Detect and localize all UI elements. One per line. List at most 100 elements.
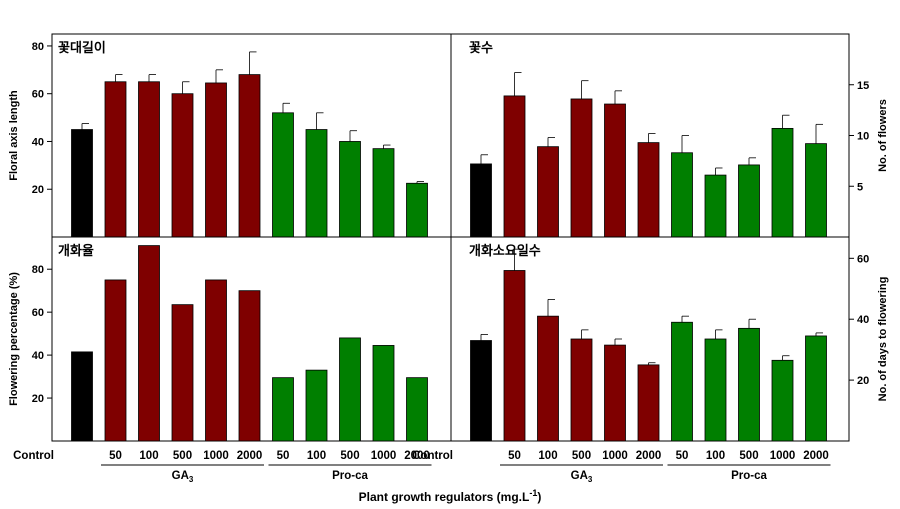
bar-proca-500 <box>339 141 361 238</box>
bar-proca-100 <box>704 174 727 238</box>
bar-proca-50 <box>272 112 294 238</box>
group-label: GA3 <box>571 470 593 484</box>
x-tick-label: 2000 <box>636 450 662 462</box>
x-tick-label: 1000 <box>602 450 628 462</box>
x-axis-title: Plant growth regulators (mg.L-1) <box>359 488 542 504</box>
y-tick-label: 10 <box>857 131 869 143</box>
y-tick-label: 15 <box>857 80 869 92</box>
y-tick-label: 40 <box>857 314 869 326</box>
x-axis-left: Control 50 100 500 1000 2000 50 100 500 1000 2000 G… <box>13 450 432 484</box>
bar-ga3-50 <box>503 270 526 442</box>
bar-ga3-100 <box>138 81 160 238</box>
bar-ga3-1000 <box>205 82 227 238</box>
bar-proca-500 <box>738 327 760 442</box>
x-axis-right: Control 50 100 500 1000 2000 50 100 500 1000 2000 G… <box>412 450 831 484</box>
y-tick-label: 40 <box>32 136 44 148</box>
x-tick-label: Control <box>13 450 54 462</box>
x-axis: Control 50 100 500 1000 2000 50 100 500 1000 2000 G… <box>13 450 831 504</box>
panel-title: 개화율 <box>58 243 94 258</box>
bar-proca-1000 <box>372 148 395 238</box>
bar-control-Control <box>470 163 492 238</box>
bar-ga3-100 <box>138 245 160 442</box>
x-tick-label: 1000 <box>371 450 397 462</box>
y-axis-label: No. of days to flowering <box>877 277 889 402</box>
bar-ga3-1000 <box>604 344 626 442</box>
bar-proca-2000 <box>805 335 827 442</box>
bar-ga3-50 <box>104 81 127 238</box>
x-tick-label: 50 <box>277 450 290 462</box>
bar-ga3-100 <box>537 315 559 442</box>
bar-control-Control <box>71 351 93 442</box>
bar-ga3-1000 <box>604 103 626 238</box>
y-axis-label: Floral axis length <box>8 90 20 181</box>
x-tick-label: 100 <box>538 450 557 462</box>
bar-proca-50 <box>671 321 693 442</box>
bar-ga3-500 <box>171 304 194 442</box>
bar-proca-1000 <box>771 127 794 238</box>
bar-proca-100 <box>305 129 328 238</box>
bar-ga3-500 <box>171 93 194 238</box>
x-tick-label: 2000 <box>404 450 430 462</box>
bar-ga3-1000 <box>205 279 227 442</box>
bar-ga3-50 <box>503 95 526 238</box>
y-tick-label: 80 <box>32 41 44 53</box>
bar-proca-2000 <box>805 143 827 238</box>
x-tick-label: 2000 <box>803 450 829 462</box>
bar-proca-50 <box>272 377 294 442</box>
plot-area: 꽃대길이 20 40 60 80 Floral axis length 꽃수 5 10 15 No.… <box>8 33 889 442</box>
bar-proca-1000 <box>372 345 395 442</box>
x-tick-label: 500 <box>739 450 758 462</box>
group-label: GA3 <box>172 470 194 484</box>
bar-proca-2000 <box>406 377 428 442</box>
x-tick-label: 50 <box>676 450 689 462</box>
y-tick-label: 5 <box>857 181 863 193</box>
bar-control-Control <box>470 340 492 442</box>
x-tick-label: 2000 <box>237 450 263 462</box>
y-tick-label: 40 <box>32 350 44 362</box>
x-tick-label: 100 <box>706 450 725 462</box>
bar-proca-100 <box>704 338 727 442</box>
bar-ga3-50 <box>104 279 127 442</box>
panel-title: 꽃대길이 <box>58 40 106 55</box>
y-tick-label: 60 <box>857 253 869 265</box>
group-label: Pro-ca <box>332 470 368 482</box>
x-tick-label: Control <box>412 450 453 462</box>
bar-ga3-2000 <box>238 74 261 238</box>
panel-3: 개화율 20 40 60 80 Flowering percentage (%) <box>8 236 452 442</box>
bar-ga3-2000 <box>238 290 261 442</box>
y-tick-label: 20 <box>857 375 869 387</box>
x-tick-label: 1000 <box>770 450 796 462</box>
panel-1: 꽃대길이 20 40 60 80 Floral axis length <box>8 33 452 238</box>
y-tick-label: 80 <box>32 264 44 276</box>
x-tick-label: 500 <box>340 450 359 462</box>
bar-control-Control <box>71 129 93 238</box>
x-tick-label: 1000 <box>203 450 229 462</box>
y-tick-label: 60 <box>32 307 44 319</box>
bar-proca-500 <box>738 164 760 238</box>
panel-title: 개화소요일수 <box>469 243 541 258</box>
x-tick-label: 100 <box>139 450 158 462</box>
bar-ga3-500 <box>570 338 593 442</box>
y-tick-label: 20 <box>32 184 44 196</box>
x-tick-label: 500 <box>173 450 192 462</box>
x-tick-label: 500 <box>572 450 591 462</box>
group-label: Pro-ca <box>731 470 767 482</box>
bar-ga3-100 <box>537 146 559 238</box>
bar-proca-1000 <box>771 359 794 442</box>
panel-4: 개화소요일수 20 40 60 No. of days to flowering <box>450 236 889 442</box>
y-tick-label: 20 <box>32 393 44 405</box>
bar-ga3-2000 <box>637 142 660 238</box>
panel-title: 꽃수 <box>469 40 493 55</box>
panel-2: 꽃수 5 10 15 No. of flowers <box>450 33 889 238</box>
y-tick-label: 60 <box>32 89 44 101</box>
x-tick-label: 50 <box>109 450 122 462</box>
y-axis-label: No. of flowers <box>877 99 889 172</box>
bar-proca-2000 <box>406 182 428 238</box>
x-tick-label: 50 <box>508 450 521 462</box>
bar-proca-50 <box>671 152 693 238</box>
x-tick-label: 100 <box>307 450 326 462</box>
bar-ga3-2000 <box>637 364 660 442</box>
bar-ga3-500 <box>570 98 593 238</box>
bar-proca-100 <box>305 369 328 442</box>
